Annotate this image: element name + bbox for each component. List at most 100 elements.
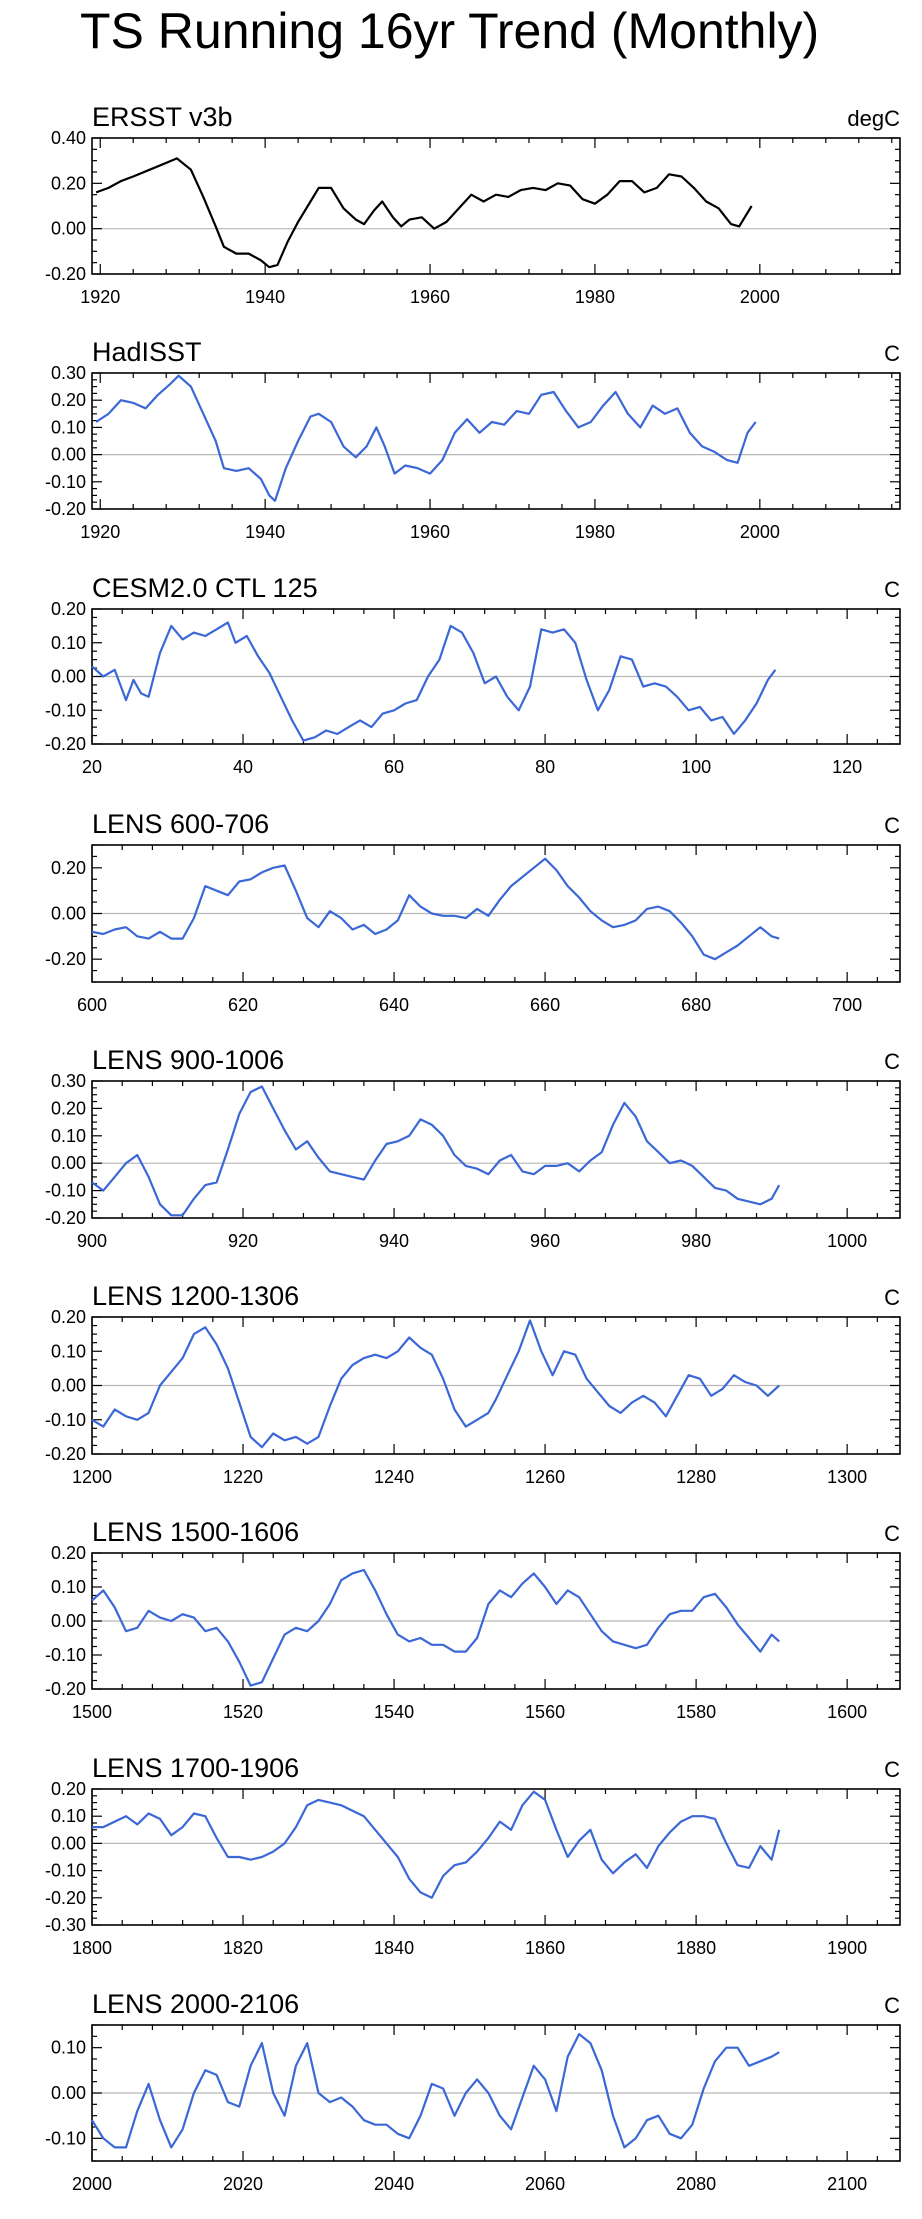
y-tick-label: -0.10 bbox=[45, 472, 86, 492]
x-tick-label: 1520 bbox=[223, 1702, 263, 1722]
x-tick-label: 2060 bbox=[525, 2174, 565, 2194]
x-tick-label: 2080 bbox=[676, 2174, 716, 2194]
y-tick-label: 0.20 bbox=[51, 1779, 86, 1799]
x-tick-label: 600 bbox=[77, 995, 107, 1015]
y-tick-label: 0.10 bbox=[51, 1806, 86, 1826]
y-tick-label: 0.10 bbox=[51, 633, 86, 653]
x-tick-label: 2020 bbox=[223, 2174, 263, 2194]
plot-frame bbox=[91, 1788, 901, 1926]
y-tick-label: 0.00 bbox=[51, 667, 86, 687]
plot-frame bbox=[91, 608, 901, 745]
y-tick-label: 0.00 bbox=[51, 904, 86, 924]
y-tick-label: 0.20 bbox=[51, 1098, 86, 1118]
y-tick-label: 0.20 bbox=[51, 173, 86, 193]
x-tick-label: 960 bbox=[530, 1231, 560, 1251]
x-tick-label: 120 bbox=[832, 757, 862, 777]
y-tick-label: 0.00 bbox=[51, 2083, 86, 2103]
x-tick-label: 980 bbox=[681, 1231, 711, 1251]
y-tick-label: -0.10 bbox=[45, 2128, 86, 2148]
panel-title: HadISST bbox=[92, 337, 202, 367]
x-tick-label: 1900 bbox=[827, 1938, 867, 1958]
y-tick-label: -0.20 bbox=[45, 1444, 86, 1464]
panel-title: LENS 900-1006 bbox=[92, 1045, 284, 1075]
plot-frame bbox=[91, 137, 901, 275]
x-tick-label: 60 bbox=[384, 757, 404, 777]
y-tick-label: 0.10 bbox=[51, 1341, 86, 1361]
x-tick-label: 1500 bbox=[72, 1702, 112, 1722]
y-tick-label: 0.20 bbox=[51, 1543, 86, 1563]
y-tick-label: -0.20 bbox=[45, 949, 86, 969]
y-tick-label: 0.00 bbox=[51, 1833, 86, 1853]
x-tick-label: 900 bbox=[77, 1231, 107, 1251]
x-tick-label: 20 bbox=[82, 757, 102, 777]
x-tick-label: 620 bbox=[228, 995, 258, 1015]
x-tick-label: 1980 bbox=[575, 522, 615, 542]
units-label: C bbox=[884, 577, 900, 602]
plot-frame bbox=[91, 2024, 901, 2162]
chart-panel-5: LENS 900-1006 C -0.20 -0.10 0.00 0.10 0.20 0.30… bbox=[45, 1045, 901, 1251]
x-tick-label: 640 bbox=[379, 995, 409, 1015]
x-tick-label: 2000 bbox=[72, 2174, 112, 2194]
panel-title: LENS 1700-1906 bbox=[92, 1753, 299, 1783]
y-tick-label: -0.10 bbox=[45, 700, 86, 720]
series-line bbox=[91, 621, 777, 742]
x-tick-label: 1860 bbox=[525, 1938, 565, 1958]
x-tick-label: 1600 bbox=[827, 1702, 867, 1722]
plot-frame bbox=[91, 372, 901, 510]
x-tick-label: 1200 bbox=[72, 1467, 112, 1487]
units-label: degC bbox=[847, 106, 900, 131]
x-tick-label: 1940 bbox=[245, 522, 285, 542]
x-tick-label: 920 bbox=[228, 1231, 258, 1251]
x-tick-label: 660 bbox=[530, 995, 560, 1015]
panel-title: ERSST v3b bbox=[92, 102, 233, 132]
y-tick-label: -0.20 bbox=[45, 1679, 86, 1699]
y-tick-label: -0.20 bbox=[45, 264, 86, 284]
x-tick-label: 1960 bbox=[410, 287, 450, 307]
y-tick-label: 0.00 bbox=[51, 445, 86, 465]
plot-frame bbox=[91, 844, 901, 983]
units-label: C bbox=[884, 1521, 900, 1546]
series-line bbox=[95, 374, 757, 502]
x-tick-label: 2000 bbox=[740, 522, 780, 542]
panel-title: LENS 1200-1306 bbox=[92, 1281, 299, 1311]
panel-title: LENS 2000-2106 bbox=[92, 1989, 299, 2019]
y-tick-label: 0.00 bbox=[51, 1611, 86, 1631]
x-tick-label: 1000 bbox=[827, 1231, 867, 1251]
chart-panel-3: CESM2.0 CTL 125 C -0.20 -0.10 0.00 0.10 0.20 20… bbox=[45, 573, 901, 777]
x-tick-label: 1920 bbox=[80, 522, 120, 542]
chart-panel-1: ERSST v3b degC -0.20 0.00 0.20 0.40 1920 1940 19… bbox=[45, 102, 901, 307]
x-tick-label: 1940 bbox=[245, 287, 285, 307]
x-tick-label: 100 bbox=[681, 757, 711, 777]
y-tick-label: -0.10 bbox=[45, 1410, 86, 1430]
y-tick-label: 0.00 bbox=[51, 219, 86, 239]
x-tick-label: 1960 bbox=[410, 522, 450, 542]
y-tick-label: -0.10 bbox=[45, 1645, 86, 1665]
plot-frame bbox=[91, 1552, 901, 1690]
x-tick-label: 1300 bbox=[827, 1467, 867, 1487]
series-line bbox=[92, 1790, 781, 1899]
units-label: C bbox=[884, 1049, 900, 1074]
x-tick-label: 680 bbox=[681, 995, 711, 1015]
y-tick-label: 0.20 bbox=[51, 390, 86, 410]
y-tick-label: 0.00 bbox=[51, 1376, 86, 1396]
units-label: C bbox=[884, 1285, 900, 1310]
x-tick-label: 1880 bbox=[676, 1938, 716, 1958]
y-tick-label: 0.10 bbox=[51, 2038, 86, 2058]
units-label: C bbox=[884, 1757, 900, 1782]
x-tick-label: 1240 bbox=[374, 1467, 414, 1487]
x-tick-label: 40 bbox=[233, 757, 253, 777]
y-tick-label: 0.20 bbox=[51, 599, 86, 619]
x-tick-label: 1540 bbox=[374, 1702, 414, 1722]
plot-frame bbox=[91, 1080, 901, 1219]
x-tick-label: 1260 bbox=[525, 1467, 565, 1487]
chart-panel-2: HadISST C -0.20 -0.10 0.00 0.10 0.20 0.30 1920 19… bbox=[45, 337, 901, 542]
series-line bbox=[91, 1319, 780, 1449]
y-tick-label: -0.20 bbox=[45, 499, 86, 519]
y-tick-label: 0.30 bbox=[51, 363, 86, 383]
y-tick-label: 0.10 bbox=[51, 1126, 86, 1146]
x-tick-label: 2100 bbox=[827, 2174, 867, 2194]
chart-panel-9: LENS 2000-2106 C -0.10 0.00 0.10 2000 2020 2040… bbox=[45, 1989, 901, 2194]
x-tick-label: 1220 bbox=[223, 1467, 263, 1487]
panel-title: LENS 1500-1606 bbox=[92, 1517, 299, 1547]
